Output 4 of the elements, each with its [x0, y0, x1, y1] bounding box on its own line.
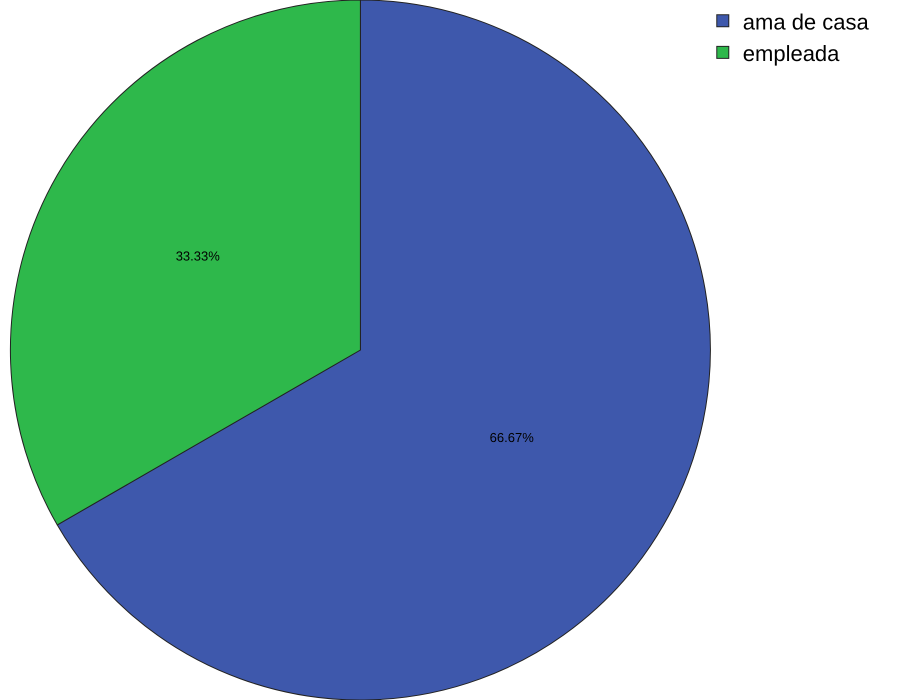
data-label: 66.67% [490, 430, 534, 446]
data-label: 33.33% [176, 248, 220, 264]
legend-label: empleada [742, 40, 840, 66]
legend-label: ama de casa [742, 9, 870, 34]
